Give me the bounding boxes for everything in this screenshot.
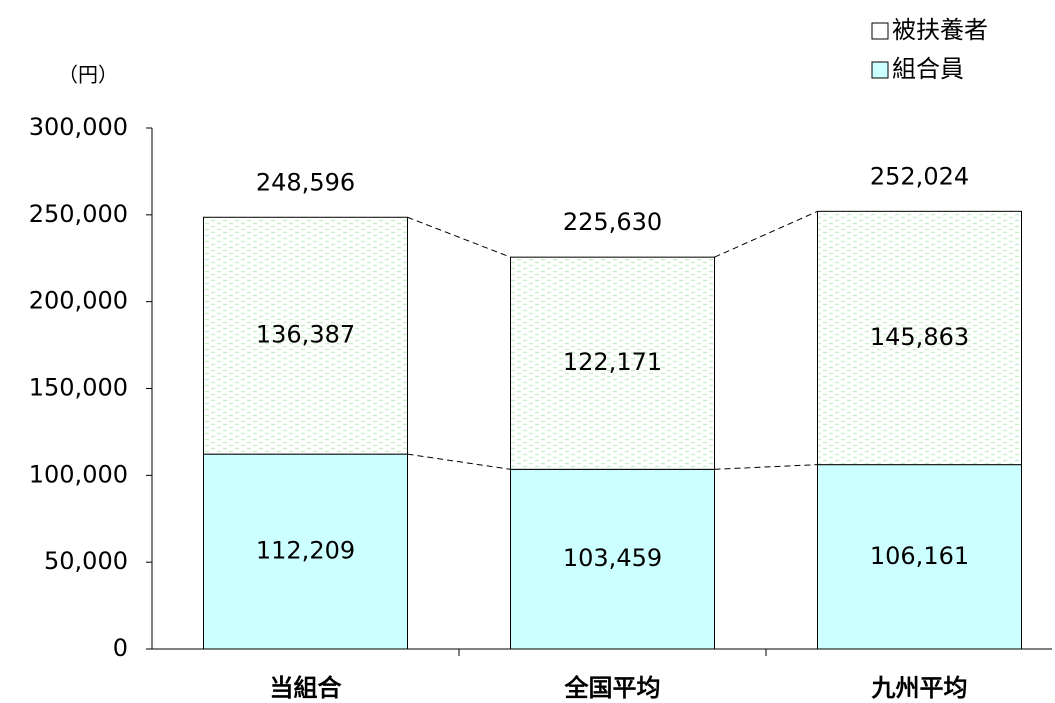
x-tick-label: 当組合 [270,674,343,699]
legend: 被扶養者 組合員 [871,16,988,83]
total-label: 248,596 [256,168,355,196]
x-tick-label: 九州平均 [871,674,968,699]
legend-label: 組合員 [892,55,964,83]
value-label: 106,161 [870,542,969,570]
value-label: 136,387 [256,321,355,349]
y-tick-label: 0 [113,634,128,662]
y-tick-label: 200,000 [29,287,128,315]
y-tick-label: 150,000 [29,374,128,402]
value-label: 103,459 [563,544,662,572]
bar-segment [510,256,715,470]
bar-segment [817,464,1022,650]
legend-swatch [871,22,889,40]
y-tick-label: 50,000 [44,547,128,575]
connector [407,216,511,258]
y-unit: （円） [58,63,118,87]
total-label: 252,024 [870,162,969,190]
connector [407,453,511,470]
x-tick-label: 全国平均 [564,674,661,699]
bar-segment [203,216,408,455]
bar-segment [510,468,715,650]
connector [714,210,818,258]
legend-swatch [871,61,889,79]
y-tick-label: 300,000 [29,113,128,141]
y-tick-label: 100,000 [29,460,128,488]
value-label: 112,209 [256,537,355,565]
total-label: 225,630 [563,208,662,236]
bar-segment [203,453,408,650]
y-tick-label: 250,000 [29,200,128,228]
value-label: 122,171 [563,348,662,376]
connector [714,464,818,470]
value-label: 145,863 [870,323,969,351]
bar-segment [817,210,1022,466]
legend-label: 被扶養者 [892,16,988,44]
